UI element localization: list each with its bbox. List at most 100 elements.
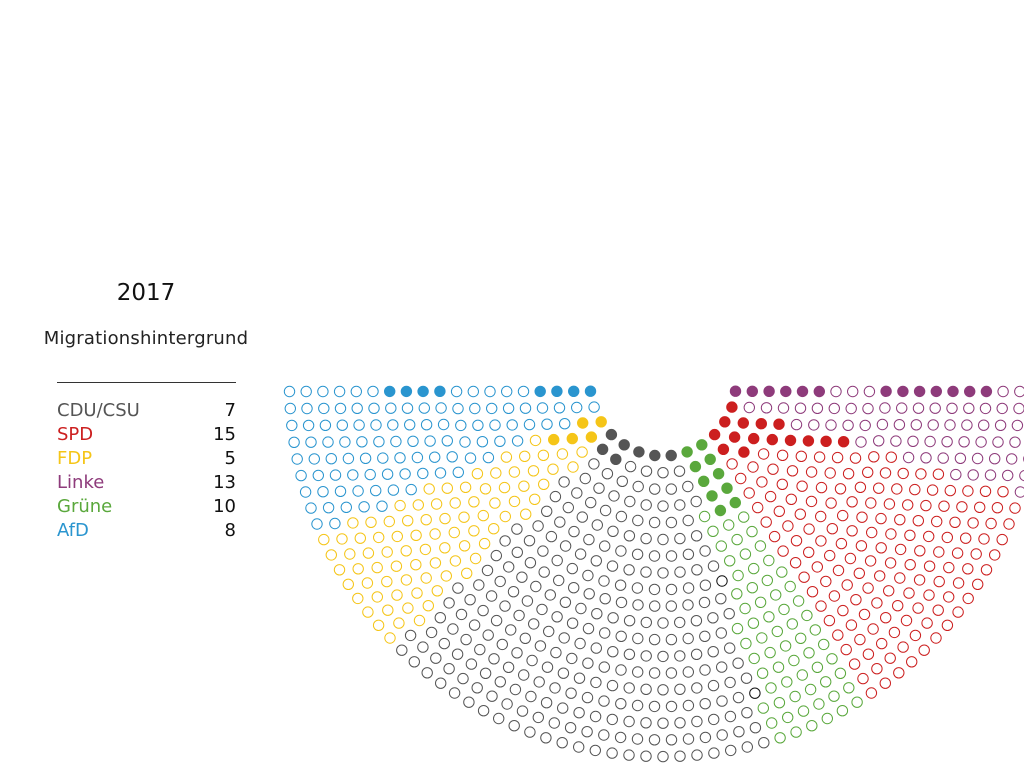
seat-linke-highlighted <box>780 385 792 398</box>
seat-cducsu <box>568 525 580 538</box>
seat-linke <box>994 419 1007 431</box>
seat-grüne <box>776 566 788 578</box>
seat-linke-highlighted <box>813 385 825 398</box>
seat-afd <box>356 436 368 448</box>
seat-cducsu <box>691 682 703 694</box>
seat-cducsu <box>606 747 618 759</box>
seat-fdp <box>439 512 451 525</box>
seat-linke <box>997 385 1009 398</box>
legend-row-cdu: CDU/CSU 7 <box>57 399 236 423</box>
seat-fdp-highlighted <box>548 433 560 446</box>
seat-fdp <box>527 465 540 477</box>
seat-linke <box>924 435 936 448</box>
seat-spd <box>845 619 858 631</box>
seat-grüne <box>764 646 776 659</box>
seat-cducsu <box>598 661 610 673</box>
seat-cducsu <box>460 633 472 646</box>
seat-fdp <box>469 552 482 565</box>
seat-cducsu <box>698 596 711 609</box>
seat-afd <box>329 469 342 481</box>
seat-spd-highlighted <box>773 418 785 430</box>
seat-afd <box>333 385 346 398</box>
seat-cducsu <box>624 460 637 473</box>
seat-cducsu-highlighted <box>605 428 618 441</box>
seat-cducsu <box>468 619 481 631</box>
seat-afd <box>364 468 376 481</box>
seat-afd <box>319 419 332 431</box>
seat-cducsu <box>532 520 544 532</box>
seat-afd <box>291 453 303 465</box>
seat-grüne <box>818 638 830 651</box>
seat-cducsu <box>499 535 511 547</box>
seat-grüne <box>796 669 808 681</box>
seat-spd <box>805 466 818 478</box>
seat-cducsu <box>443 663 455 675</box>
seat-spd <box>782 520 794 532</box>
seat-cducsu <box>516 571 528 583</box>
seat-cducsu <box>640 616 652 629</box>
seat-fdp <box>429 528 441 540</box>
seat-cducsu <box>657 617 669 629</box>
seat-grüne <box>826 653 838 665</box>
seat-grüne <box>739 548 752 560</box>
seat-linke <box>890 435 902 447</box>
seat-spd <box>956 501 968 513</box>
seat-spd <box>974 501 986 513</box>
seat-afd <box>387 419 399 431</box>
seat-cducsu <box>573 672 586 684</box>
seat-cducsu <box>665 516 678 529</box>
seat-spd <box>915 468 927 480</box>
seat-afd <box>347 469 359 481</box>
seat-spd <box>932 604 944 616</box>
seat-cducsu <box>648 700 661 713</box>
seat-linke <box>777 402 790 414</box>
seat-fdp <box>318 533 330 546</box>
seat-spd <box>933 575 945 588</box>
seat-spd <box>943 591 955 603</box>
legend-count-linke: 13 <box>213 472 236 493</box>
seat-linke <box>855 436 867 448</box>
seat-afd <box>301 402 313 415</box>
seat-spd-highlighted <box>802 435 815 447</box>
seat-linke <box>978 419 990 431</box>
seat-spd <box>902 499 914 511</box>
seat-fdp <box>508 466 521 478</box>
seat-fdp <box>412 499 424 511</box>
seat-spd <box>960 532 972 544</box>
seat-cducsu <box>699 698 711 710</box>
seat-fdp <box>478 537 491 550</box>
seat-spd <box>840 643 852 656</box>
seat-spd <box>893 667 905 679</box>
seat-fdp <box>429 557 442 569</box>
seat-grüne <box>724 555 736 567</box>
seat-fdp <box>362 606 374 618</box>
seat-cducsu <box>607 646 619 658</box>
seat-cducsu <box>707 646 719 658</box>
seat-cducsu <box>421 667 433 679</box>
seat-cducsu <box>582 622 595 635</box>
seat-afd <box>353 419 365 431</box>
seat-afd <box>299 486 312 498</box>
seat-cducsu <box>674 650 686 662</box>
seat-cducsu-highlighted <box>633 446 645 458</box>
seat-spd-highlighted <box>728 431 741 443</box>
seat-cducsu <box>508 720 520 732</box>
seat-spd <box>1003 518 1015 530</box>
seat-fdp <box>394 499 406 512</box>
seat-grüne <box>795 632 807 644</box>
seat-cducsu <box>649 600 661 612</box>
seat-cducsu <box>588 458 600 470</box>
seat-cducsu <box>589 744 601 757</box>
seat-grüne-highlighted <box>696 439 708 451</box>
seat-grüne <box>739 602 751 615</box>
seat-fdp <box>393 617 405 629</box>
seat-spd <box>832 564 845 577</box>
seat-spd <box>923 560 936 572</box>
seat-spd <box>865 497 877 509</box>
seat-afd <box>446 451 458 463</box>
seat-grüne <box>843 682 855 694</box>
seat-spd <box>879 467 892 479</box>
seat-spd <box>834 483 847 495</box>
seat-grüne-highlighted <box>689 460 702 473</box>
legend-row-spd: SPD 15 <box>57 423 236 447</box>
